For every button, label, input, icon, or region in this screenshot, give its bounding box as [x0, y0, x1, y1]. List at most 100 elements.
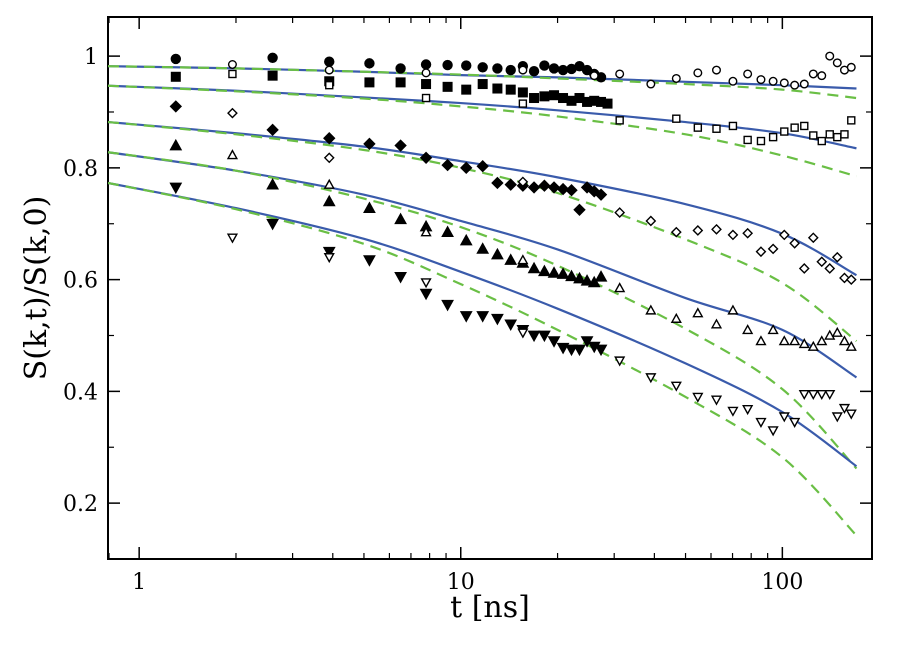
data-point-square-open — [840, 130, 849, 139]
data-point-circle-filled — [442, 59, 453, 71]
data-point-triangle-down-filled — [419, 288, 433, 301]
data-point-triangle-up-filled — [547, 266, 561, 278]
solid-fit-curve — [108, 120, 858, 277]
data-point-circle-filled — [477, 62, 488, 73]
data-point-diamond-open — [670, 226, 682, 238]
dashed-fit-curve — [108, 65, 857, 100]
data-point-circle-filled — [170, 53, 182, 65]
data-point-triangle-down-open — [517, 328, 529, 339]
data-markers — [169, 51, 857, 437]
data-point-circle-filled — [505, 64, 516, 76]
data-point-triangle-down-open — [755, 417, 767, 428]
data-point-triangle-up-filled — [322, 194, 336, 207]
data-point-diamond-open — [798, 263, 810, 274]
data-point-triangle-down-open — [645, 373, 657, 384]
data-point-circle-filled — [461, 60, 472, 71]
data-point-triangle-down-open — [838, 403, 851, 414]
data-point-diamond-filled — [504, 178, 517, 191]
data-point-triangle-up-filled — [459, 233, 473, 246]
data-point-triangle-down-open — [831, 412, 843, 423]
data-point-triangle-up-filled — [565, 269, 578, 282]
data-point-triangle-down-open — [807, 389, 819, 401]
data-point-diamond-open — [831, 251, 843, 263]
data-point-circle-open — [846, 62, 856, 72]
data-point-diamond-filled — [594, 188, 608, 201]
data-point-diamond-filled — [169, 100, 182, 113]
data-point-triangle-up-filled — [504, 253, 518, 265]
data-point-triangle-down-open — [614, 356, 626, 367]
data-point-triangle-down-open — [778, 412, 790, 423]
data-point-triangle-up-filled — [556, 267, 570, 279]
data-point-triangle-down-filled — [459, 311, 473, 323]
data-point-square-open — [712, 124, 721, 133]
data-point-triangle-up-open — [798, 338, 810, 349]
data-point-triangle-down-filled — [363, 255, 376, 267]
data-point-square-open — [672, 114, 681, 123]
data-point-circle-open — [518, 65, 528, 75]
tick-labels: 1 10 100 0.2 0.4 0.6 0.8 1 — [63, 45, 803, 595]
data-point-diamond-filled — [266, 123, 279, 137]
data-point-triangle-down-open — [816, 389, 828, 401]
data-point-square-open — [728, 121, 738, 131]
data-point-triangle-up-filled — [491, 247, 504, 260]
plot-frame — [107, 16, 873, 560]
data-point-triangle-up-open — [778, 335, 790, 346]
data-point-circle-open — [779, 78, 789, 88]
data-point-diamond-open — [227, 107, 238, 119]
y-tick-label: 0.8 — [63, 157, 98, 182]
data-point-diamond-open — [824, 263, 836, 274]
data-point-triangle-down-filled — [322, 246, 336, 259]
data-point-triangle-down-open — [226, 233, 239, 244]
data-point-diamond-filled — [556, 182, 570, 196]
data-point-triangle-up-filled — [266, 177, 280, 190]
data-point-triangle-up-open — [816, 335, 828, 346]
data-point-triangle-up-open — [710, 318, 723, 329]
x-axis-title: t [ns] — [450, 590, 530, 625]
data-point-square-filled — [477, 79, 488, 90]
y-axis-title: S(k,t)/S(k,0) — [19, 196, 54, 381]
data-point-diamond-filled — [491, 176, 504, 190]
data-point-square-filled — [539, 91, 550, 102]
data-point-circle-open — [817, 71, 827, 81]
data-point-triangle-down-open — [727, 406, 739, 417]
dashed-fit-curve — [108, 181, 858, 537]
data-point-circle-open — [808, 69, 818, 79]
data-point-triangle-up-open — [226, 149, 239, 160]
data-point-triangle-down-filled — [266, 218, 280, 231]
data-point-triangle-up-open — [645, 304, 657, 315]
data-point-triangle-down-open — [767, 426, 779, 437]
data-point-square-open — [768, 132, 778, 142]
data-point-triangle-up-filled — [441, 225, 454, 237]
data-point-circle-open — [671, 73, 681, 83]
data-point-triangle-down-filled — [565, 344, 578, 357]
dashed-fit-curve — [108, 151, 858, 470]
data-point-triangle-down-filled — [594, 344, 608, 357]
data-point-diamond-open — [767, 243, 779, 255]
data-point-circle-open — [421, 68, 431, 78]
data-point-triangle-down-filled — [573, 344, 586, 357]
data-point-square-open — [756, 136, 766, 146]
data-point-triangle-up-filled — [587, 275, 601, 288]
data-point-triangle-up-open — [838, 335, 851, 346]
data-point-square-open — [825, 130, 834, 139]
data-point-circle-open — [646, 79, 656, 89]
x-tick-label: 10 — [447, 570, 475, 595]
data-point-circle-filled — [364, 58, 375, 69]
data-point-triangle-down-filled — [538, 330, 551, 343]
data-point-triangle-down-open — [798, 389, 810, 401]
data-point-triangle-up-open — [692, 307, 704, 318]
data-point-circle-filled — [324, 56, 335, 67]
data-point-circle-open — [615, 69, 625, 79]
data-point-diamond-filled — [441, 158, 454, 172]
data-point-square-filled — [461, 84, 472, 95]
data-point-square-filled — [364, 77, 375, 88]
data-point-square-filled — [529, 93, 540, 104]
data-point-triangle-up-filled — [580, 274, 594, 286]
data-point-diamond-open — [755, 246, 767, 258]
data-point-square-open — [743, 135, 752, 145]
data-point-square-filled — [492, 83, 503, 94]
data-point-triangle-up-open — [517, 254, 529, 265]
data-point-square-open — [693, 123, 703, 132]
data-point-diamond-filled — [476, 159, 489, 173]
data-point-diamond-open — [517, 176, 529, 188]
